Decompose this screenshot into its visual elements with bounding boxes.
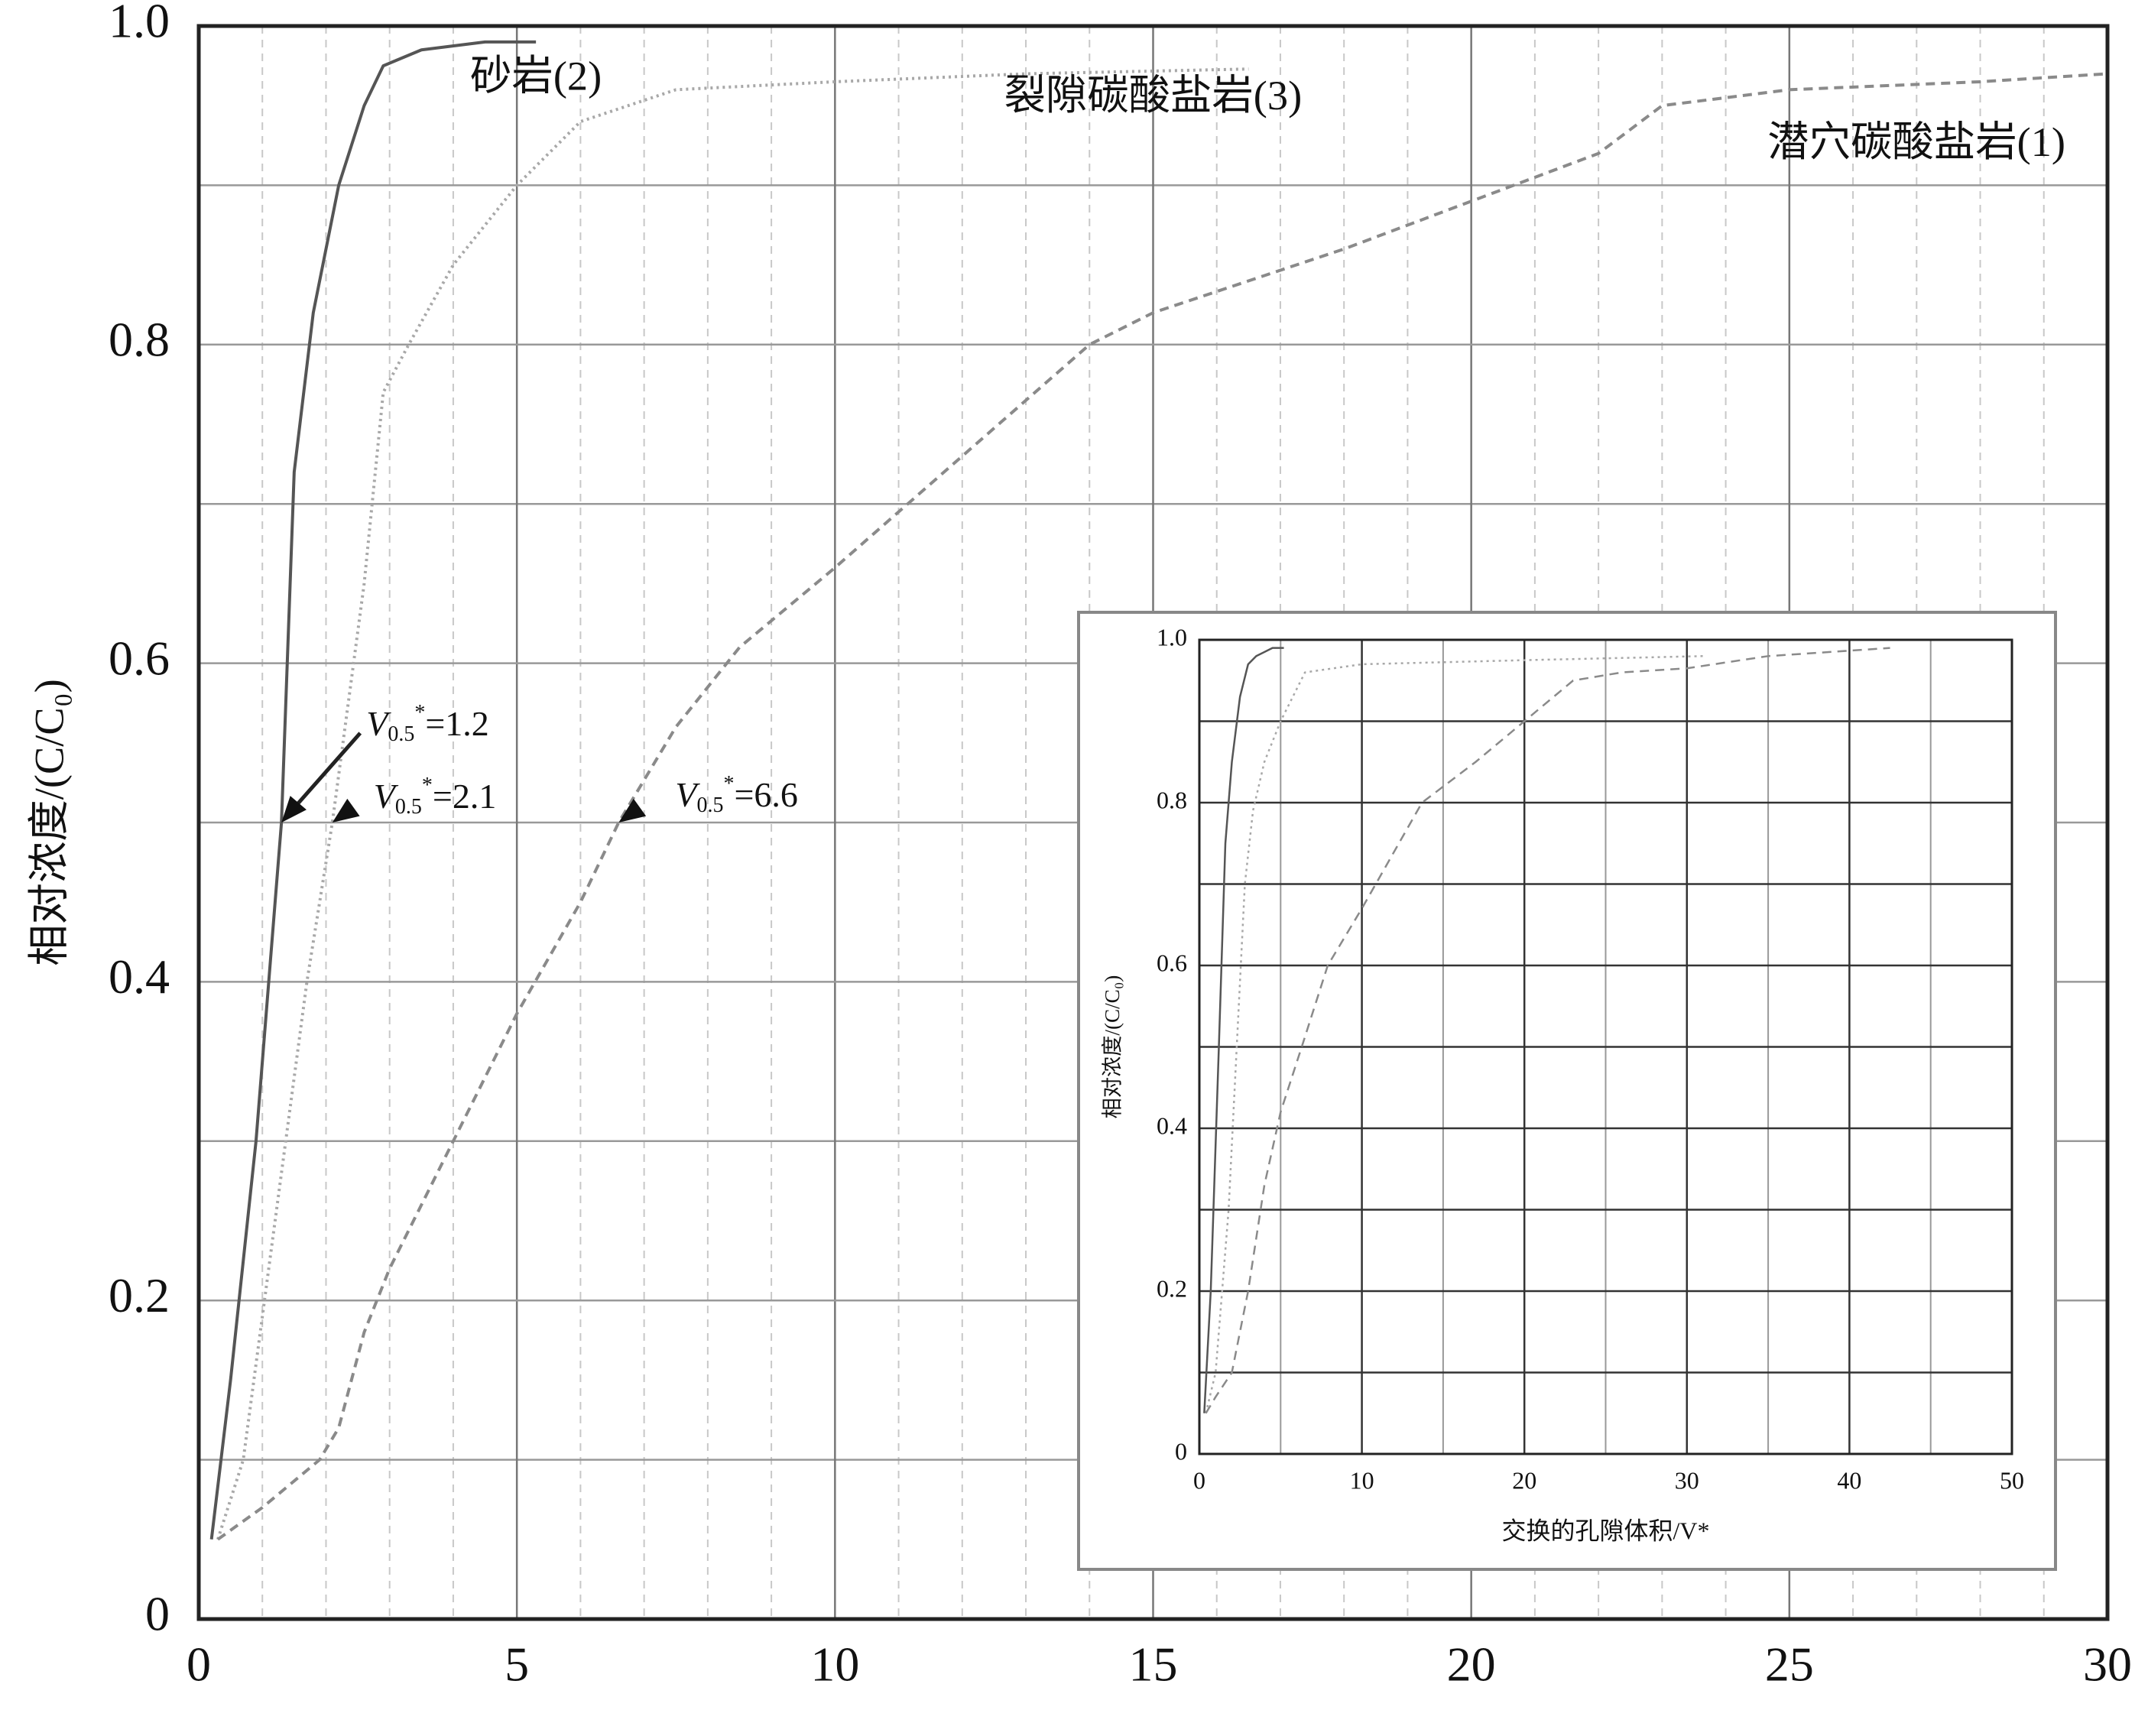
annotation-symbol: V — [675, 775, 700, 814]
plot-frame — [196, 24, 2110, 1621]
annotation: V0.5*=1.2 — [281, 701, 489, 823]
annotation-symbol: V — [374, 777, 399, 816]
series-line — [1205, 655, 1704, 1414]
y-tick-label: 0.2 — [1157, 1274, 1187, 1302]
annotation-text: =1.2 — [425, 704, 488, 743]
y-tick-label: 0.6 — [109, 631, 170, 685]
x-tick-label: 10 — [1350, 1466, 1374, 1494]
y-tick-label: 0.4 — [1157, 1111, 1187, 1139]
y-axis-label: 相对浓度/(C/C₀) — [26, 679, 72, 966]
x-tick-label: 10 — [810, 1637, 859, 1692]
annotation-symbol: V — [366, 704, 391, 743]
annotation-arrowhead — [281, 796, 307, 823]
series-label: 砂岩(2) — [470, 53, 602, 99]
y-axis-label: 相对浓度/(C/C₀) — [1101, 975, 1124, 1119]
series-label: 潜穴碳酸盐岩(1) — [1767, 119, 2065, 165]
y-tick-label: 0 — [145, 1587, 170, 1641]
annotation-label: V0.5*=1.2 — [366, 701, 489, 746]
annotation: V0.5*=6.6 — [618, 772, 798, 823]
y-tick-label: 0.2 — [109, 1268, 170, 1322]
annotation: V0.5*=2.1 — [332, 774, 497, 823]
y-tick-label: 1.0 — [109, 0, 170, 48]
series-line — [1205, 647, 1890, 1414]
annotation-superscript: * — [723, 772, 734, 796]
y-tick-label: 1.0 — [1157, 623, 1187, 651]
x-tick-label: 0 — [1193, 1466, 1205, 1494]
x-tick-label: 50 — [2000, 1466, 2024, 1494]
x-tick-label: 0 — [187, 1637, 211, 1692]
x-tick-label: 25 — [1765, 1637, 1814, 1692]
x-tick-label: 30 — [2083, 1637, 2132, 1692]
x-tick-label: 20 — [1512, 1466, 1536, 1494]
x-tick-label: 30 — [1675, 1466, 1699, 1494]
annotation-subscript: 0.5 — [388, 722, 414, 746]
annotation-text: =6.6 — [734, 775, 797, 814]
series-line — [209, 40, 537, 1540]
y-tick-label: 0 — [1175, 1437, 1187, 1465]
annotation-label: V0.5*=6.6 — [675, 772, 798, 817]
annotation-superscript: * — [414, 701, 425, 725]
series-line — [216, 72, 2108, 1541]
series-line — [1203, 647, 1284, 1413]
annotation-arrow — [289, 732, 362, 813]
annotation-label: V0.5*=2.1 — [374, 774, 497, 819]
annotation-arrowhead — [618, 798, 647, 823]
annotation-text: =2.1 — [433, 777, 496, 816]
x-tick-label: 15 — [1129, 1637, 1178, 1692]
annotation-superscript: * — [422, 774, 433, 797]
x-tick-label: 20 — [1447, 1637, 1496, 1692]
annotation-subscript: 0.5 — [395, 795, 422, 819]
y-tick-label: 0.4 — [109, 949, 170, 1004]
y-tick-label: 0.8 — [1157, 786, 1187, 813]
annotation-arrowhead — [332, 798, 360, 823]
y-tick-label: 0.6 — [1157, 949, 1187, 976]
y-tick-label: 0.8 — [109, 312, 170, 366]
x-tick-label: 40 — [1837, 1466, 1861, 1494]
x-tick-label: 5 — [505, 1637, 529, 1692]
plot-frame — [1198, 638, 2013, 1455]
series-line — [216, 67, 1249, 1540]
series-label: 裂隙碳酸盐岩(3) — [1004, 73, 1302, 118]
x-axis-label: 交换的孔隙体积/V* — [1501, 1517, 1709, 1544]
annotation-subscript: 0.5 — [696, 793, 723, 817]
